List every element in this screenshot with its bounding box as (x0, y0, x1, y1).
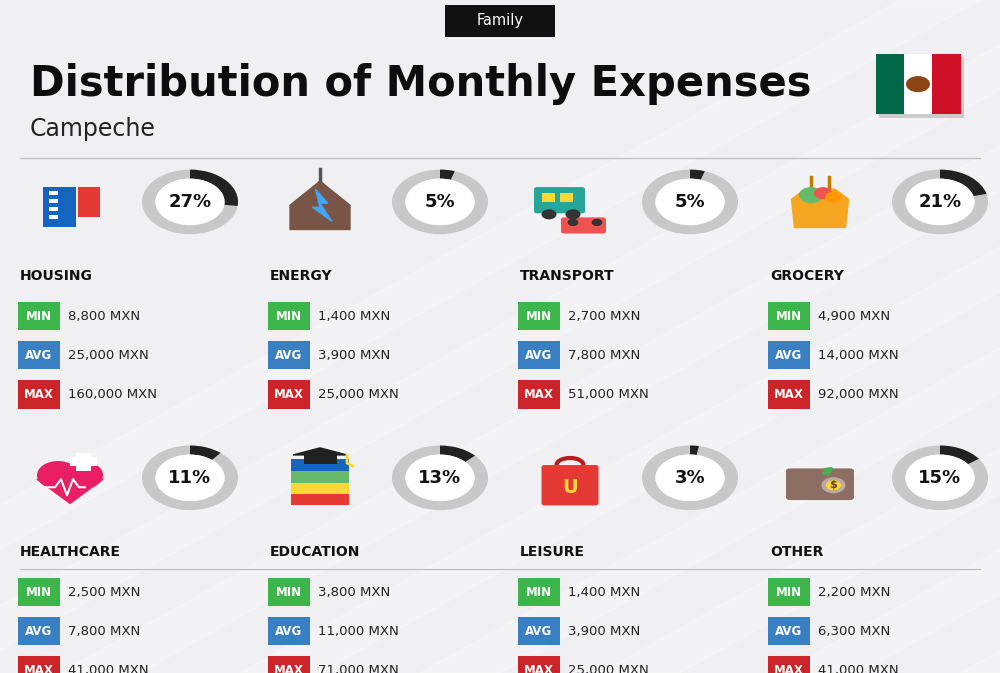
Polygon shape (420, 0, 1000, 673)
Text: Distribution of Monthly Expenses: Distribution of Monthly Expenses (30, 63, 812, 105)
FancyBboxPatch shape (768, 341, 810, 369)
Text: AVG: AVG (25, 349, 53, 362)
FancyBboxPatch shape (534, 187, 585, 213)
FancyBboxPatch shape (49, 190, 58, 195)
Circle shape (826, 481, 841, 490)
FancyBboxPatch shape (291, 493, 349, 505)
FancyBboxPatch shape (542, 465, 598, 505)
Text: Family: Family (477, 13, 524, 28)
Circle shape (655, 178, 725, 225)
FancyBboxPatch shape (18, 578, 60, 606)
Wedge shape (642, 170, 738, 234)
Wedge shape (690, 446, 699, 455)
Text: 3,900 MXN: 3,900 MXN (568, 625, 640, 638)
FancyBboxPatch shape (18, 302, 60, 330)
Text: MAX: MAX (274, 664, 304, 673)
Text: TRANSPORT: TRANSPORT (520, 269, 615, 283)
Text: 25,000 MXN: 25,000 MXN (318, 388, 399, 401)
Circle shape (655, 454, 725, 501)
Text: MIN: MIN (526, 586, 552, 599)
Text: 6,300 MXN: 6,300 MXN (818, 625, 890, 638)
Circle shape (905, 454, 975, 501)
Text: OTHER: OTHER (770, 545, 823, 559)
Text: MIN: MIN (26, 310, 52, 323)
Wedge shape (190, 446, 221, 460)
Text: 160,000 MXN: 160,000 MXN (68, 388, 157, 401)
Circle shape (541, 209, 556, 219)
Text: EDUCATION: EDUCATION (270, 545, 360, 559)
Wedge shape (142, 170, 238, 234)
FancyBboxPatch shape (768, 302, 810, 330)
Text: LEISURE: LEISURE (520, 545, 585, 559)
FancyBboxPatch shape (268, 380, 310, 409)
FancyBboxPatch shape (18, 341, 60, 369)
FancyBboxPatch shape (268, 656, 310, 673)
Circle shape (61, 461, 103, 489)
FancyBboxPatch shape (291, 481, 349, 494)
Text: MIN: MIN (776, 310, 802, 323)
Text: GROCERY: GROCERY (770, 269, 844, 283)
Text: MIN: MIN (776, 586, 802, 599)
FancyBboxPatch shape (560, 193, 573, 202)
Polygon shape (780, 0, 1000, 673)
Polygon shape (792, 189, 848, 227)
FancyBboxPatch shape (291, 459, 349, 471)
Text: 25,000 MXN: 25,000 MXN (68, 349, 149, 362)
Text: Campeche: Campeche (30, 117, 156, 141)
Text: MIN: MIN (26, 586, 52, 599)
Circle shape (566, 209, 580, 219)
Text: AVG: AVG (525, 625, 553, 638)
Text: AVG: AVG (25, 625, 53, 638)
Text: 2,200 MXN: 2,200 MXN (818, 586, 890, 599)
Text: 3,800 MXN: 3,800 MXN (318, 586, 390, 599)
FancyBboxPatch shape (786, 468, 854, 500)
Text: 5%: 5% (425, 193, 455, 211)
Circle shape (905, 178, 975, 225)
Circle shape (405, 454, 475, 501)
Text: 4,900 MXN: 4,900 MXN (818, 310, 890, 323)
Text: MAX: MAX (24, 388, 54, 401)
FancyBboxPatch shape (49, 199, 58, 203)
Text: 51,000 MXN: 51,000 MXN (568, 388, 649, 401)
FancyBboxPatch shape (18, 656, 60, 673)
FancyBboxPatch shape (932, 54, 960, 114)
Text: 71,000 MXN: 71,000 MXN (318, 664, 399, 673)
Text: MAX: MAX (24, 664, 54, 673)
Wedge shape (690, 170, 705, 180)
FancyBboxPatch shape (268, 341, 310, 369)
Circle shape (821, 477, 845, 493)
FancyBboxPatch shape (561, 217, 606, 234)
Text: 14,000 MXN: 14,000 MXN (818, 349, 899, 362)
Text: 11,000 MXN: 11,000 MXN (318, 625, 399, 638)
Polygon shape (293, 448, 347, 455)
Polygon shape (960, 0, 1000, 673)
Circle shape (825, 192, 842, 203)
FancyBboxPatch shape (268, 578, 310, 606)
Wedge shape (440, 446, 475, 462)
FancyBboxPatch shape (268, 302, 310, 330)
FancyBboxPatch shape (768, 656, 810, 673)
Text: 27%: 27% (168, 193, 212, 211)
Polygon shape (37, 479, 103, 503)
Circle shape (155, 178, 225, 225)
FancyBboxPatch shape (18, 380, 60, 409)
Text: MAX: MAX (774, 388, 804, 401)
Text: AVG: AVG (525, 349, 553, 362)
Circle shape (568, 219, 578, 226)
Wedge shape (392, 446, 488, 510)
Circle shape (37, 461, 79, 489)
FancyBboxPatch shape (49, 207, 58, 211)
Text: 1,400 MXN: 1,400 MXN (318, 310, 390, 323)
FancyBboxPatch shape (43, 187, 76, 227)
Polygon shape (60, 0, 1000, 673)
Text: 1,400 MXN: 1,400 MXN (568, 586, 640, 599)
Polygon shape (240, 0, 1000, 673)
Text: 5%: 5% (675, 193, 705, 211)
FancyBboxPatch shape (542, 193, 555, 202)
Text: 15%: 15% (918, 469, 962, 487)
FancyBboxPatch shape (768, 578, 810, 606)
Text: 2,700 MXN: 2,700 MXN (568, 310, 640, 323)
Wedge shape (940, 446, 979, 464)
Circle shape (155, 454, 225, 501)
